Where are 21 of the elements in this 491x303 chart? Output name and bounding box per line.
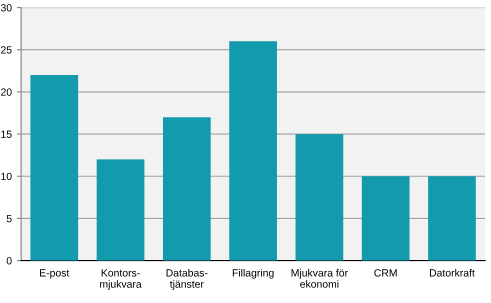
y-tick-label: 10 <box>1 172 12 180</box>
x-tick-label: E-post <box>40 269 70 279</box>
bar <box>362 176 410 261</box>
x-tick-label: CRM <box>374 269 397 277</box>
x-tick-label: Fillagring <box>232 268 274 279</box>
y-tick-label: 15 <box>1 130 12 138</box>
x-tick-label: Datorkraft <box>430 268 475 277</box>
y-tick-label: 25 <box>1 46 12 54</box>
bar <box>30 75 78 261</box>
y-tick-label: 20 <box>1 88 12 96</box>
y-tick-label: 5 <box>6 215 12 222</box>
x-tick-label: Mjukvara för ekonomi <box>292 268 348 288</box>
bar <box>229 41 277 261</box>
x-tick-label: Databas- tjänster <box>166 268 208 290</box>
bar <box>296 134 344 261</box>
bar <box>162 117 211 261</box>
bar <box>96 159 144 261</box>
x-tick-label: Kontors- mjukvara <box>100 269 142 290</box>
bar <box>428 176 476 261</box>
y-tick-label: 30 <box>0 4 12 12</box>
y-tick-label: 0 <box>6 257 12 264</box>
